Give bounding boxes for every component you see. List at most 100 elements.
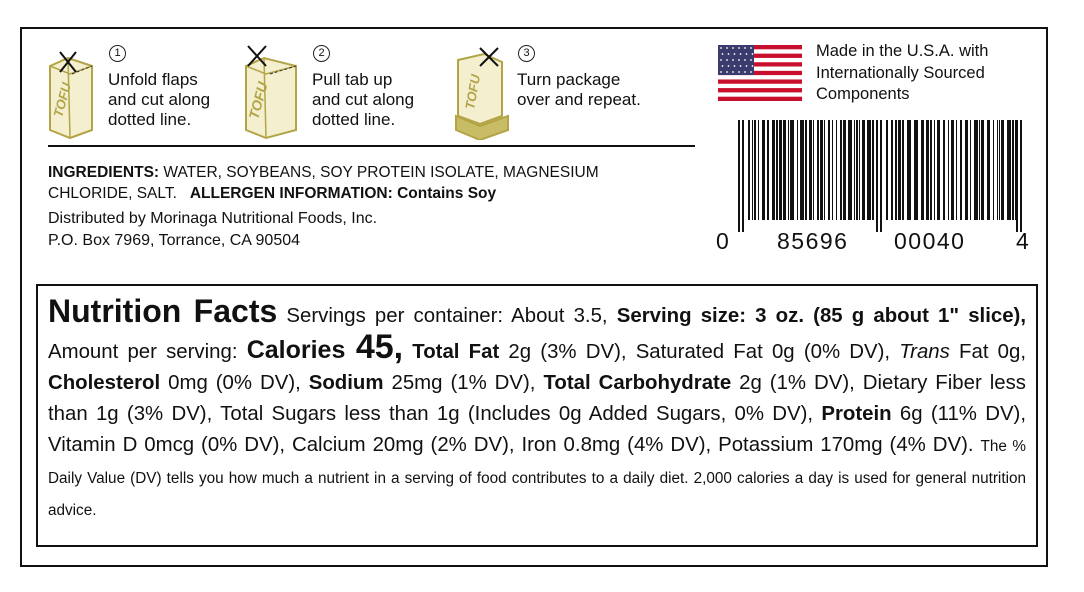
origin-line: Components xyxy=(816,85,910,103)
distributor: Distributed by Morinaga Nutritional Food… xyxy=(48,208,377,252)
ingredients-text: WATER, SOYBEANS, SOY PROTEIN ISOLATE, MA… xyxy=(163,164,599,181)
nutrition-text: 6g (11% DV), Vitamin D 0mcg (0% DV), Cal… xyxy=(48,403,1027,456)
barcode-bar xyxy=(790,120,794,220)
barcode-bar xyxy=(752,120,753,220)
nutrition-text: Protein xyxy=(821,403,892,425)
barcode-bar xyxy=(859,120,860,220)
barcode-bar xyxy=(999,120,1000,220)
flag-star xyxy=(726,59,728,61)
barcode-bar xyxy=(832,120,833,220)
barcode-bar xyxy=(907,120,911,220)
flag-stripe xyxy=(718,45,802,50)
step-number: 2 xyxy=(313,45,330,62)
nutrition-text: Sodium xyxy=(308,372,384,394)
step-line: Unfold flaps xyxy=(108,70,198,89)
flag-stripe xyxy=(718,96,802,101)
flag-star xyxy=(744,71,746,73)
flag-star xyxy=(720,71,722,73)
allergen-text: Contains Soy xyxy=(397,185,497,202)
barcode-bar xyxy=(783,120,786,220)
barcode-bar xyxy=(828,120,830,220)
barcode-bar xyxy=(824,120,825,220)
distributor-line: P.O. Box 7969, Torrance, CA 90504 xyxy=(48,232,301,249)
barcode-bar xyxy=(981,120,984,220)
allergen-label: ALLERGEN INFORMATION: xyxy=(189,185,393,202)
flag-star xyxy=(739,53,742,55)
flag-stripe xyxy=(718,53,802,59)
flag-stripe xyxy=(718,88,802,93)
barcode-bar xyxy=(1020,120,1022,232)
flag-star xyxy=(745,65,748,67)
nutrition-text: Servings per container: About 3.5, xyxy=(277,305,617,327)
barcode-bar xyxy=(738,120,740,232)
barcode-bar xyxy=(970,120,971,220)
barcode-bar xyxy=(817,120,819,220)
nutrition-text: 2g (1% DV), Dietary Fiber less than 1g (… xyxy=(48,372,1026,425)
barcode-bar xyxy=(956,120,957,220)
barcode-bar xyxy=(767,120,769,220)
barcode-bar xyxy=(1001,120,1004,220)
flag-star xyxy=(739,65,742,67)
barcode-bar xyxy=(754,120,756,220)
barcode-bar xyxy=(809,120,812,220)
step-line: and cut along xyxy=(312,90,415,109)
barcode-bar xyxy=(926,120,929,220)
step-text: Turn package over and repeat. xyxy=(517,70,641,110)
step-line: Turn package xyxy=(517,70,621,89)
flag-star xyxy=(745,53,748,55)
barcode-bar xyxy=(987,120,990,220)
nutrition-text: Fat 0g, xyxy=(949,341,1027,363)
flag-stripe xyxy=(718,49,802,54)
flag-star xyxy=(744,59,746,61)
barcode-bar xyxy=(797,120,798,220)
barcode-bar xyxy=(776,120,778,220)
nutrition-text: Calories xyxy=(246,336,356,364)
flag-star xyxy=(751,65,754,67)
flag-stripe xyxy=(718,83,802,89)
flag-star xyxy=(744,47,746,49)
ingredients-label: INGREDIENTS: xyxy=(48,164,160,181)
barcode-bar xyxy=(854,120,855,220)
flag-star xyxy=(750,47,752,49)
nutrition-text: Total Carbohydrate xyxy=(543,372,732,394)
step-line: Pull tab up xyxy=(312,70,393,89)
ingredients-line: INGREDIENTS: WATER, SOYBEANS, SOY PROTEI… xyxy=(48,162,599,183)
flag-star xyxy=(720,47,722,49)
step-line: dotted line. xyxy=(312,110,396,129)
step-text: Pull tab up and cut along dotted line. xyxy=(312,70,414,130)
flag-star xyxy=(732,59,734,61)
barcode-bar xyxy=(965,120,968,220)
barcode-bar xyxy=(856,120,858,220)
flag-stripe xyxy=(718,75,802,80)
barcode-bar xyxy=(937,120,940,220)
flag-stripe xyxy=(718,62,802,67)
package-icon: TOFU xyxy=(455,47,509,140)
barcode-bar xyxy=(762,120,765,220)
flag-stripe xyxy=(718,79,802,84)
barcode-bar xyxy=(1012,120,1014,220)
flag-star xyxy=(732,71,734,73)
flag-star xyxy=(733,53,736,55)
divider xyxy=(48,145,695,147)
step-text: Unfold flaps and cut along dotted line. xyxy=(108,70,210,130)
nutrition-text: 2g (3% DV), Saturated Fat 0g (0% DV), xyxy=(499,341,900,363)
barcode-bar xyxy=(934,120,935,220)
barcode-bar xyxy=(902,120,904,220)
barcode-bar xyxy=(997,120,998,220)
nutrition-text: Cholesterol xyxy=(48,372,161,394)
barcode-digit: 0 xyxy=(716,228,731,254)
nutrition-text: Total Fat xyxy=(403,341,500,363)
barcode-bar xyxy=(960,120,962,220)
barcode-bar xyxy=(779,120,782,220)
barcode-bar xyxy=(979,120,980,220)
barcode-bar xyxy=(820,120,823,220)
barcode-bar xyxy=(914,120,918,220)
barcode-bar xyxy=(758,120,759,220)
ingredients: INGREDIENTS: WATER, SOYBEANS, SOY PROTEI… xyxy=(48,162,599,204)
ingredients-line: CHLORIDE, SALT. ALLERGEN INFORMATION: Co… xyxy=(48,183,599,204)
origin-line: Internationally Sourced xyxy=(816,63,985,82)
barcode-bar xyxy=(921,120,924,220)
barcode-bar xyxy=(872,120,874,220)
flag-star xyxy=(727,65,730,67)
